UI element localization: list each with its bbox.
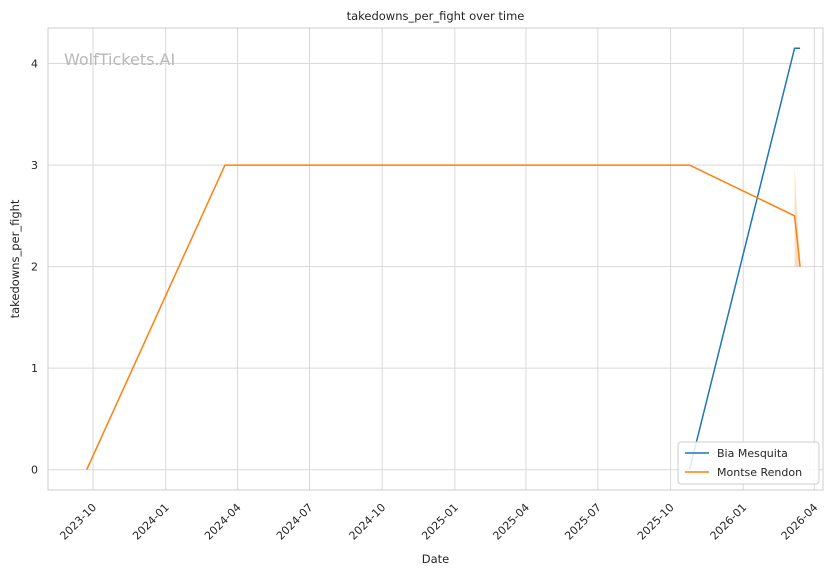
series-line-bia-mesquita [688, 47, 801, 470]
grid-lines [48, 28, 823, 490]
chart-title: takedowns_per_fight over time [347, 9, 525, 23]
legend-box [677, 441, 820, 485]
legend: Bia Mesquita Montse Rendon [677, 441, 820, 485]
legend-label-bia-mesquita: Bia Mesquita [717, 447, 788, 460]
y-tick-label: 0 [31, 464, 38, 477]
y-tick-label: 1 [31, 362, 38, 375]
y-tick-label: 3 [31, 159, 38, 172]
watermark-text: WolfTickets.AI [64, 50, 175, 69]
legend-label-montse-rendon: Montse Rendon [717, 466, 802, 479]
series-line-montse-rendon [86, 164, 801, 471]
confidence-band-montse-rendon [794, 165, 801, 267]
series-layer [86, 47, 801, 471]
y-tick-label: 4 [31, 58, 38, 71]
plot-frame [47, 27, 824, 491]
y-tick-label: 2 [31, 261, 38, 274]
x-axis-label: Date [422, 552, 450, 566]
y-axis-label: takedowns_per_fight [8, 199, 22, 318]
